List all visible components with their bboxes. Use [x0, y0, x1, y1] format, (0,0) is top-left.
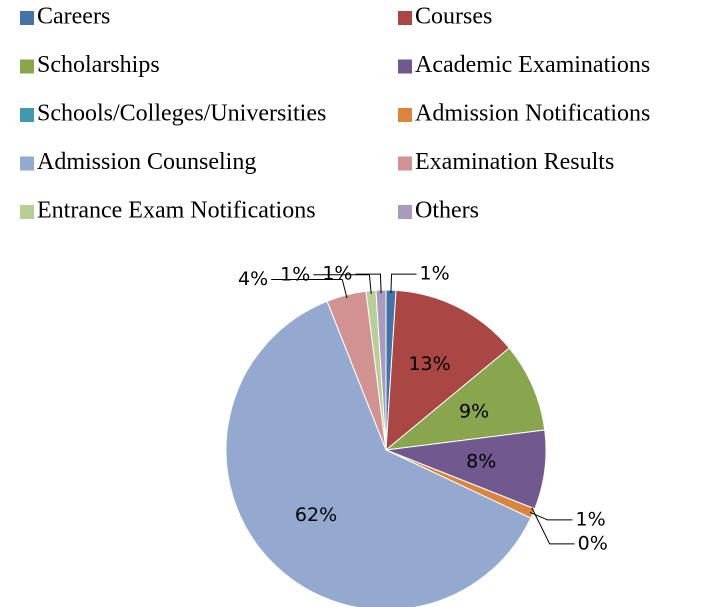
legend-label: Schools/Colleges/Universities — [37, 101, 326, 127]
legend-label: Examination Results — [415, 149, 614, 175]
data-label: 1% — [576, 508, 606, 530]
data-label: 13% — [408, 353, 450, 375]
legend-swatch — [398, 205, 412, 219]
legend-swatch — [20, 156, 34, 171]
legend-label: Academic Examinations — [415, 52, 650, 78]
legend-label: Admission Notifications — [415, 101, 650, 127]
legend-label: Scholarships — [37, 52, 160, 78]
leader-line — [313, 274, 372, 294]
leader-line — [390, 273, 417, 294]
legend-swatch — [20, 108, 34, 122]
leader-line — [531, 507, 575, 545]
legend-swatch — [20, 205, 34, 219]
data-label: 1% — [322, 263, 352, 285]
data-label: 4% — [238, 268, 268, 290]
legend-label: Careers — [37, 4, 110, 30]
legend-label: Entrance Exam Notifications — [37, 198, 316, 224]
data-label: 8% — [466, 451, 496, 473]
data-label: 1% — [280, 263, 310, 285]
legend-label: Courses — [415, 4, 492, 30]
legend-swatch — [398, 156, 412, 171]
leader-line — [355, 273, 382, 294]
data-label: 1% — [420, 263, 450, 285]
legend-label: Others — [415, 198, 479, 224]
data-label: 62% — [295, 504, 337, 526]
legend-swatch — [20, 59, 34, 74]
data-label: 9% — [459, 400, 489, 422]
legend-swatch — [398, 59, 412, 74]
legend-label: Admission Counseling — [37, 149, 256, 175]
legend-swatch — [398, 11, 412, 25]
legend-swatch — [20, 11, 34, 25]
pie-slice — [225, 300, 532, 607]
legend-swatch — [398, 108, 412, 122]
pie-slice — [384, 347, 546, 451]
leader-line — [271, 279, 348, 299]
data-label: 0% — [578, 532, 608, 554]
pie-slice — [385, 289, 510, 452]
